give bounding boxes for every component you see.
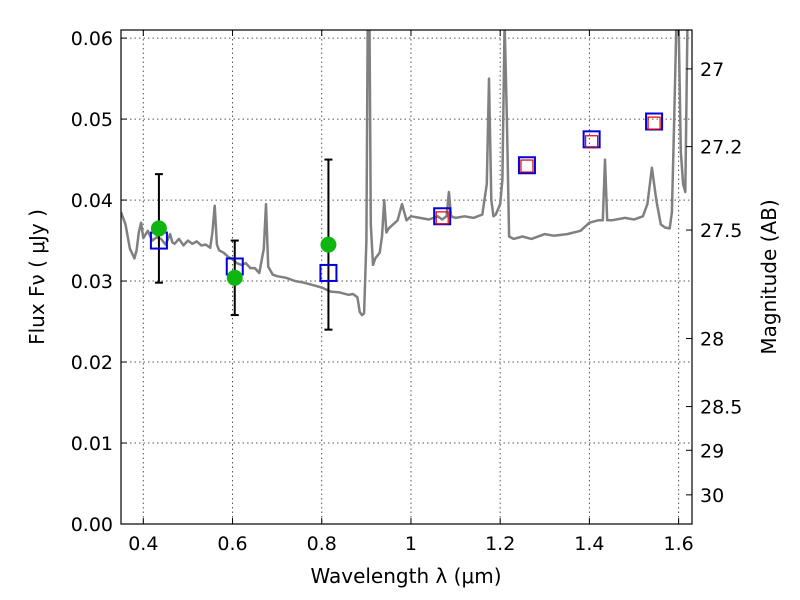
x-axis-label: Wavelength λ (μm) [310,564,501,588]
right-tick-label: 27.2 [700,137,742,159]
x-tick-label: 0.6 [217,533,247,555]
predicted-square [435,211,449,225]
x-tick-label: 1 [405,533,417,555]
model-square [517,156,536,175]
model-square [319,263,338,282]
right-tick-label: 29 [700,440,724,462]
y-tick-label: 0.03 [71,271,113,293]
x-tick-label: 1.2 [485,533,515,555]
right-tick-label: 27 [700,59,724,81]
right-tick-label: 30 [700,485,724,507]
y-axis-label: Flux Fν ( μJy ) [25,209,49,345]
observed-point [226,269,243,286]
x-tick-label: 0.8 [307,533,337,555]
x-tick-label: 1.4 [574,533,604,555]
plot-area [121,30,689,331]
right-tick-label: 27.5 [700,220,742,242]
y-tick-label: 0.05 [71,109,113,131]
plot-frame [120,29,693,525]
y-tick-label: 0.06 [71,28,113,50]
right-tick-label: 28 [700,329,724,351]
y-tick-label: 0.01 [71,433,113,455]
predicted-square [520,159,534,173]
spectrum-line [121,30,689,317]
y-tick-label: 0.00 [71,514,113,536]
observed-point [320,236,337,253]
y-tick-label: 0.02 [71,352,113,374]
x-tick-label: 1.6 [664,533,694,555]
x-tick-label: 0.4 [128,533,158,555]
observed-point [150,220,167,237]
right-axis-label: Magnitude (AB) [757,199,781,354]
predicted-square [585,135,599,149]
right-tick-label: 28.5 [700,397,742,419]
predicted-square [647,116,661,130]
axis-ticks: 0.4 0.6 0.8 1 1.2 1.4 1.6 0.00 0.01 0.02 0.03 0.04 0… [71,28,743,555]
y-tick-label: 0.04 [71,190,113,212]
